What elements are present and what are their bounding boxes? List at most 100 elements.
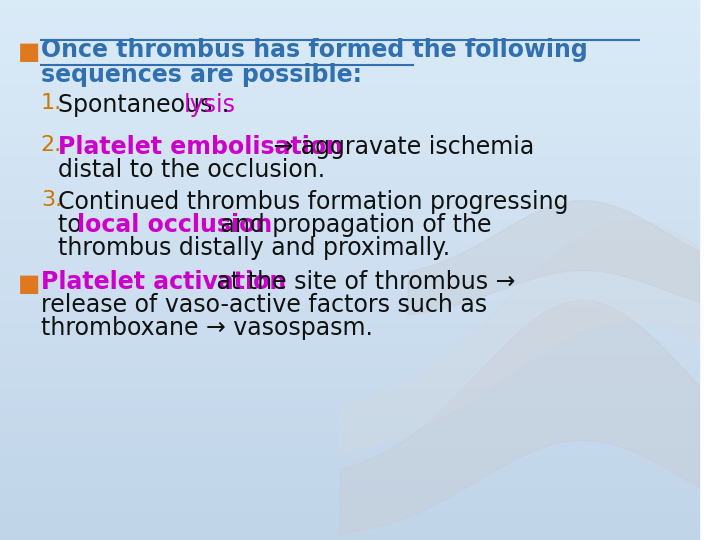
Bar [0,513,698,518]
Bar [0,275,698,281]
Bar [0,205,698,211]
Bar [0,124,698,130]
Bar [0,319,698,324]
Bar [0,16,698,22]
Bar [0,178,698,184]
Bar [0,189,698,194]
Bar [0,383,698,389]
Bar [0,232,698,238]
Text: Continued thrombus formation progressing: Continued thrombus formation progressing [58,190,569,214]
Bar [0,454,698,459]
Bar [0,194,698,200]
Bar [0,443,698,448]
Bar [0,59,698,65]
Bar [0,238,698,243]
Bar [0,475,698,481]
Bar [0,389,698,394]
Bar [0,535,698,540]
Text: to: to [58,213,89,237]
Bar [0,130,698,135]
Text: Spontaneous: Spontaneous [58,93,220,117]
Bar [0,351,698,356]
Bar [0,243,698,248]
Bar [0,81,698,86]
Text: thrombus distally and proximally.: thrombus distally and proximally. [58,236,450,260]
Bar [0,162,698,167]
Bar [0,405,698,410]
Bar [0,313,698,319]
Bar [0,108,698,113]
Bar [0,421,698,427]
Bar [0,297,698,302]
Text: distal to the occlusion.: distal to the occlusion. [58,158,325,182]
Text: → aggravate ischemia: → aggravate ischemia [266,135,534,159]
Bar [0,11,698,16]
Bar [0,459,698,464]
Bar [0,259,698,265]
Bar [0,340,698,346]
Bar [0,184,698,189]
Bar [0,32,698,38]
Text: 1.: 1. [41,93,62,113]
Bar [0,362,698,367]
Bar [0,410,698,416]
Text: ■: ■ [17,272,40,296]
Bar [0,157,698,162]
Bar [0,270,698,275]
Bar [0,140,698,146]
Bar [0,119,698,124]
Text: Once thrombus has formed the following: Once thrombus has formed the following [41,38,588,62]
Bar [0,335,698,340]
Bar [0,92,698,97]
Bar [0,103,698,108]
Bar [0,308,698,313]
Bar [0,497,698,502]
Text: .: . [221,93,229,117]
Bar [0,346,698,351]
Text: release of vaso-active factors such as: release of vaso-active factors such as [41,293,487,317]
Bar [0,113,698,119]
Bar [0,502,698,508]
Bar [0,281,698,286]
Bar [0,400,698,405]
Text: at the site of thrombus →: at the site of thrombus → [209,270,515,294]
Bar [0,367,698,373]
Text: ■: ■ [17,40,40,64]
Bar [0,254,698,259]
Bar [0,265,698,270]
Bar [0,356,698,362]
Bar [0,86,698,92]
Bar [0,470,698,475]
Bar [0,481,698,486]
Bar [0,0,698,5]
Text: 3.: 3. [41,190,62,210]
Text: and propagation of the: and propagation of the [214,213,492,237]
Bar [0,151,698,157]
Bar [0,216,698,221]
Bar [0,448,698,454]
Bar [0,65,698,70]
Bar [0,329,698,335]
Bar [0,373,698,378]
Bar [0,437,698,443]
Bar [0,416,698,421]
Bar [0,221,698,227]
Bar [0,211,698,216]
Bar [0,427,698,432]
Bar [0,135,698,140]
Bar [0,173,698,178]
Bar [0,248,698,254]
Bar [0,529,698,535]
Bar [0,146,698,151]
Text: local occlusion: local occlusion [76,213,272,237]
Bar [0,394,698,400]
Text: Platelet activation: Platelet activation [41,270,286,294]
Bar [0,292,698,297]
Bar [0,286,698,292]
Text: lysis: lysis [184,93,235,117]
Text: thromboxane → vasospasm.: thromboxane → vasospasm. [41,316,373,340]
Bar [0,524,698,529]
Bar [0,378,698,383]
Bar [0,22,698,27]
Bar [0,54,698,59]
